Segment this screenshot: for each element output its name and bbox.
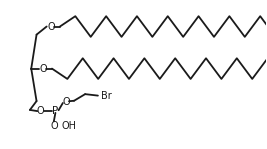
- Text: P: P: [52, 106, 58, 116]
- Text: O: O: [48, 21, 55, 32]
- Text: Br: Br: [100, 91, 111, 101]
- Text: O: O: [40, 64, 47, 74]
- Text: OH: OH: [62, 121, 77, 131]
- Text: O: O: [50, 121, 58, 131]
- Text: O: O: [37, 106, 44, 116]
- Text: O: O: [62, 97, 70, 107]
